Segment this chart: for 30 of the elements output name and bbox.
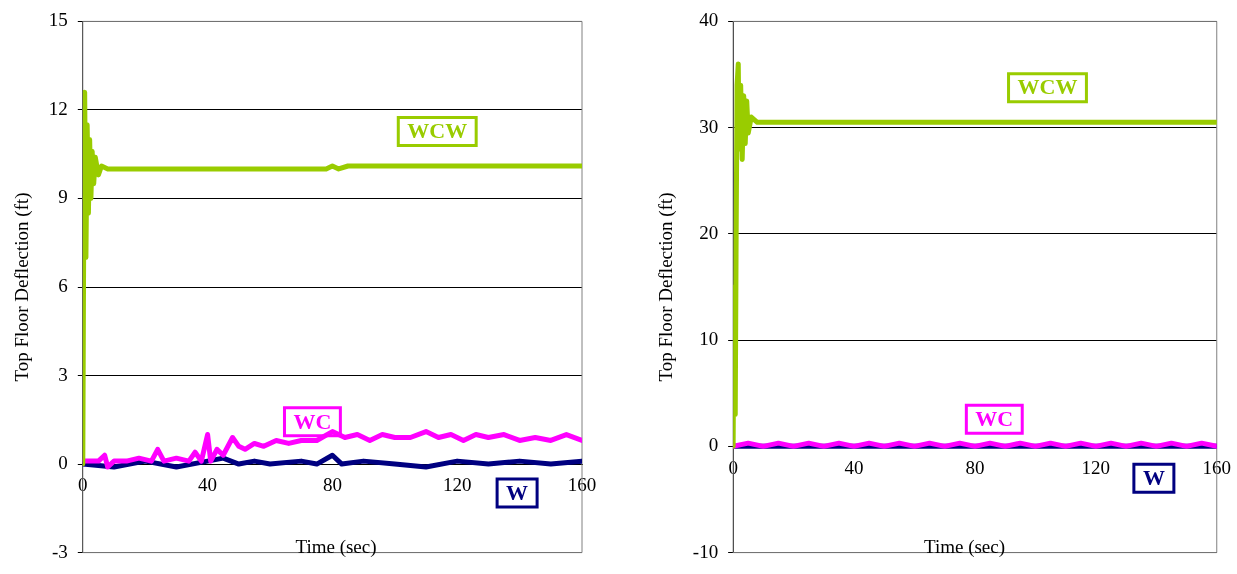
series-label: W <box>1142 464 1165 490</box>
y-tick-label: 40 <box>699 9 719 31</box>
y-axis-title: Top Floor Deflection (ft) <box>655 192 678 382</box>
y-tick-label: 9 <box>58 186 68 208</box>
series-label: WC <box>293 408 332 434</box>
x-axis-title: Time (sec) <box>295 536 377 557</box>
y-tick-label: 20 <box>699 221 719 243</box>
x-tick-label: 40 <box>844 456 864 478</box>
y-tick-label: 3 <box>58 363 68 385</box>
y-tick-label: 10 <box>699 328 719 350</box>
y-tick-label: -3 <box>51 540 68 562</box>
x-tick-label: 120 <box>1081 456 1111 478</box>
series-label: WCW <box>407 118 468 144</box>
y-tick-label: 12 <box>48 97 68 119</box>
y-axis-title: Top Floor Deflection (ft) <box>11 192 34 382</box>
x-tick-label: 160 <box>1202 456 1231 478</box>
x-tick-label: 80 <box>322 474 342 496</box>
x-tick-label: 80 <box>965 456 985 478</box>
y-tick-label: 6 <box>58 274 68 296</box>
y-tick-label: 0 <box>708 434 719 456</box>
x-tick-label: 160 <box>567 474 597 496</box>
y-tick-label: 30 <box>699 115 719 137</box>
x-tick-label: 40 <box>198 474 218 496</box>
series-label: WC <box>975 405 1014 431</box>
series-label: WCW <box>1017 74 1078 100</box>
x-axis-title: Time (sec) <box>923 536 1006 557</box>
x-tick-label: 120 <box>442 474 472 496</box>
series-label: W <box>506 479 529 505</box>
y-tick-label: -10 <box>692 540 719 562</box>
y-tick-label: 15 <box>48 9 68 31</box>
